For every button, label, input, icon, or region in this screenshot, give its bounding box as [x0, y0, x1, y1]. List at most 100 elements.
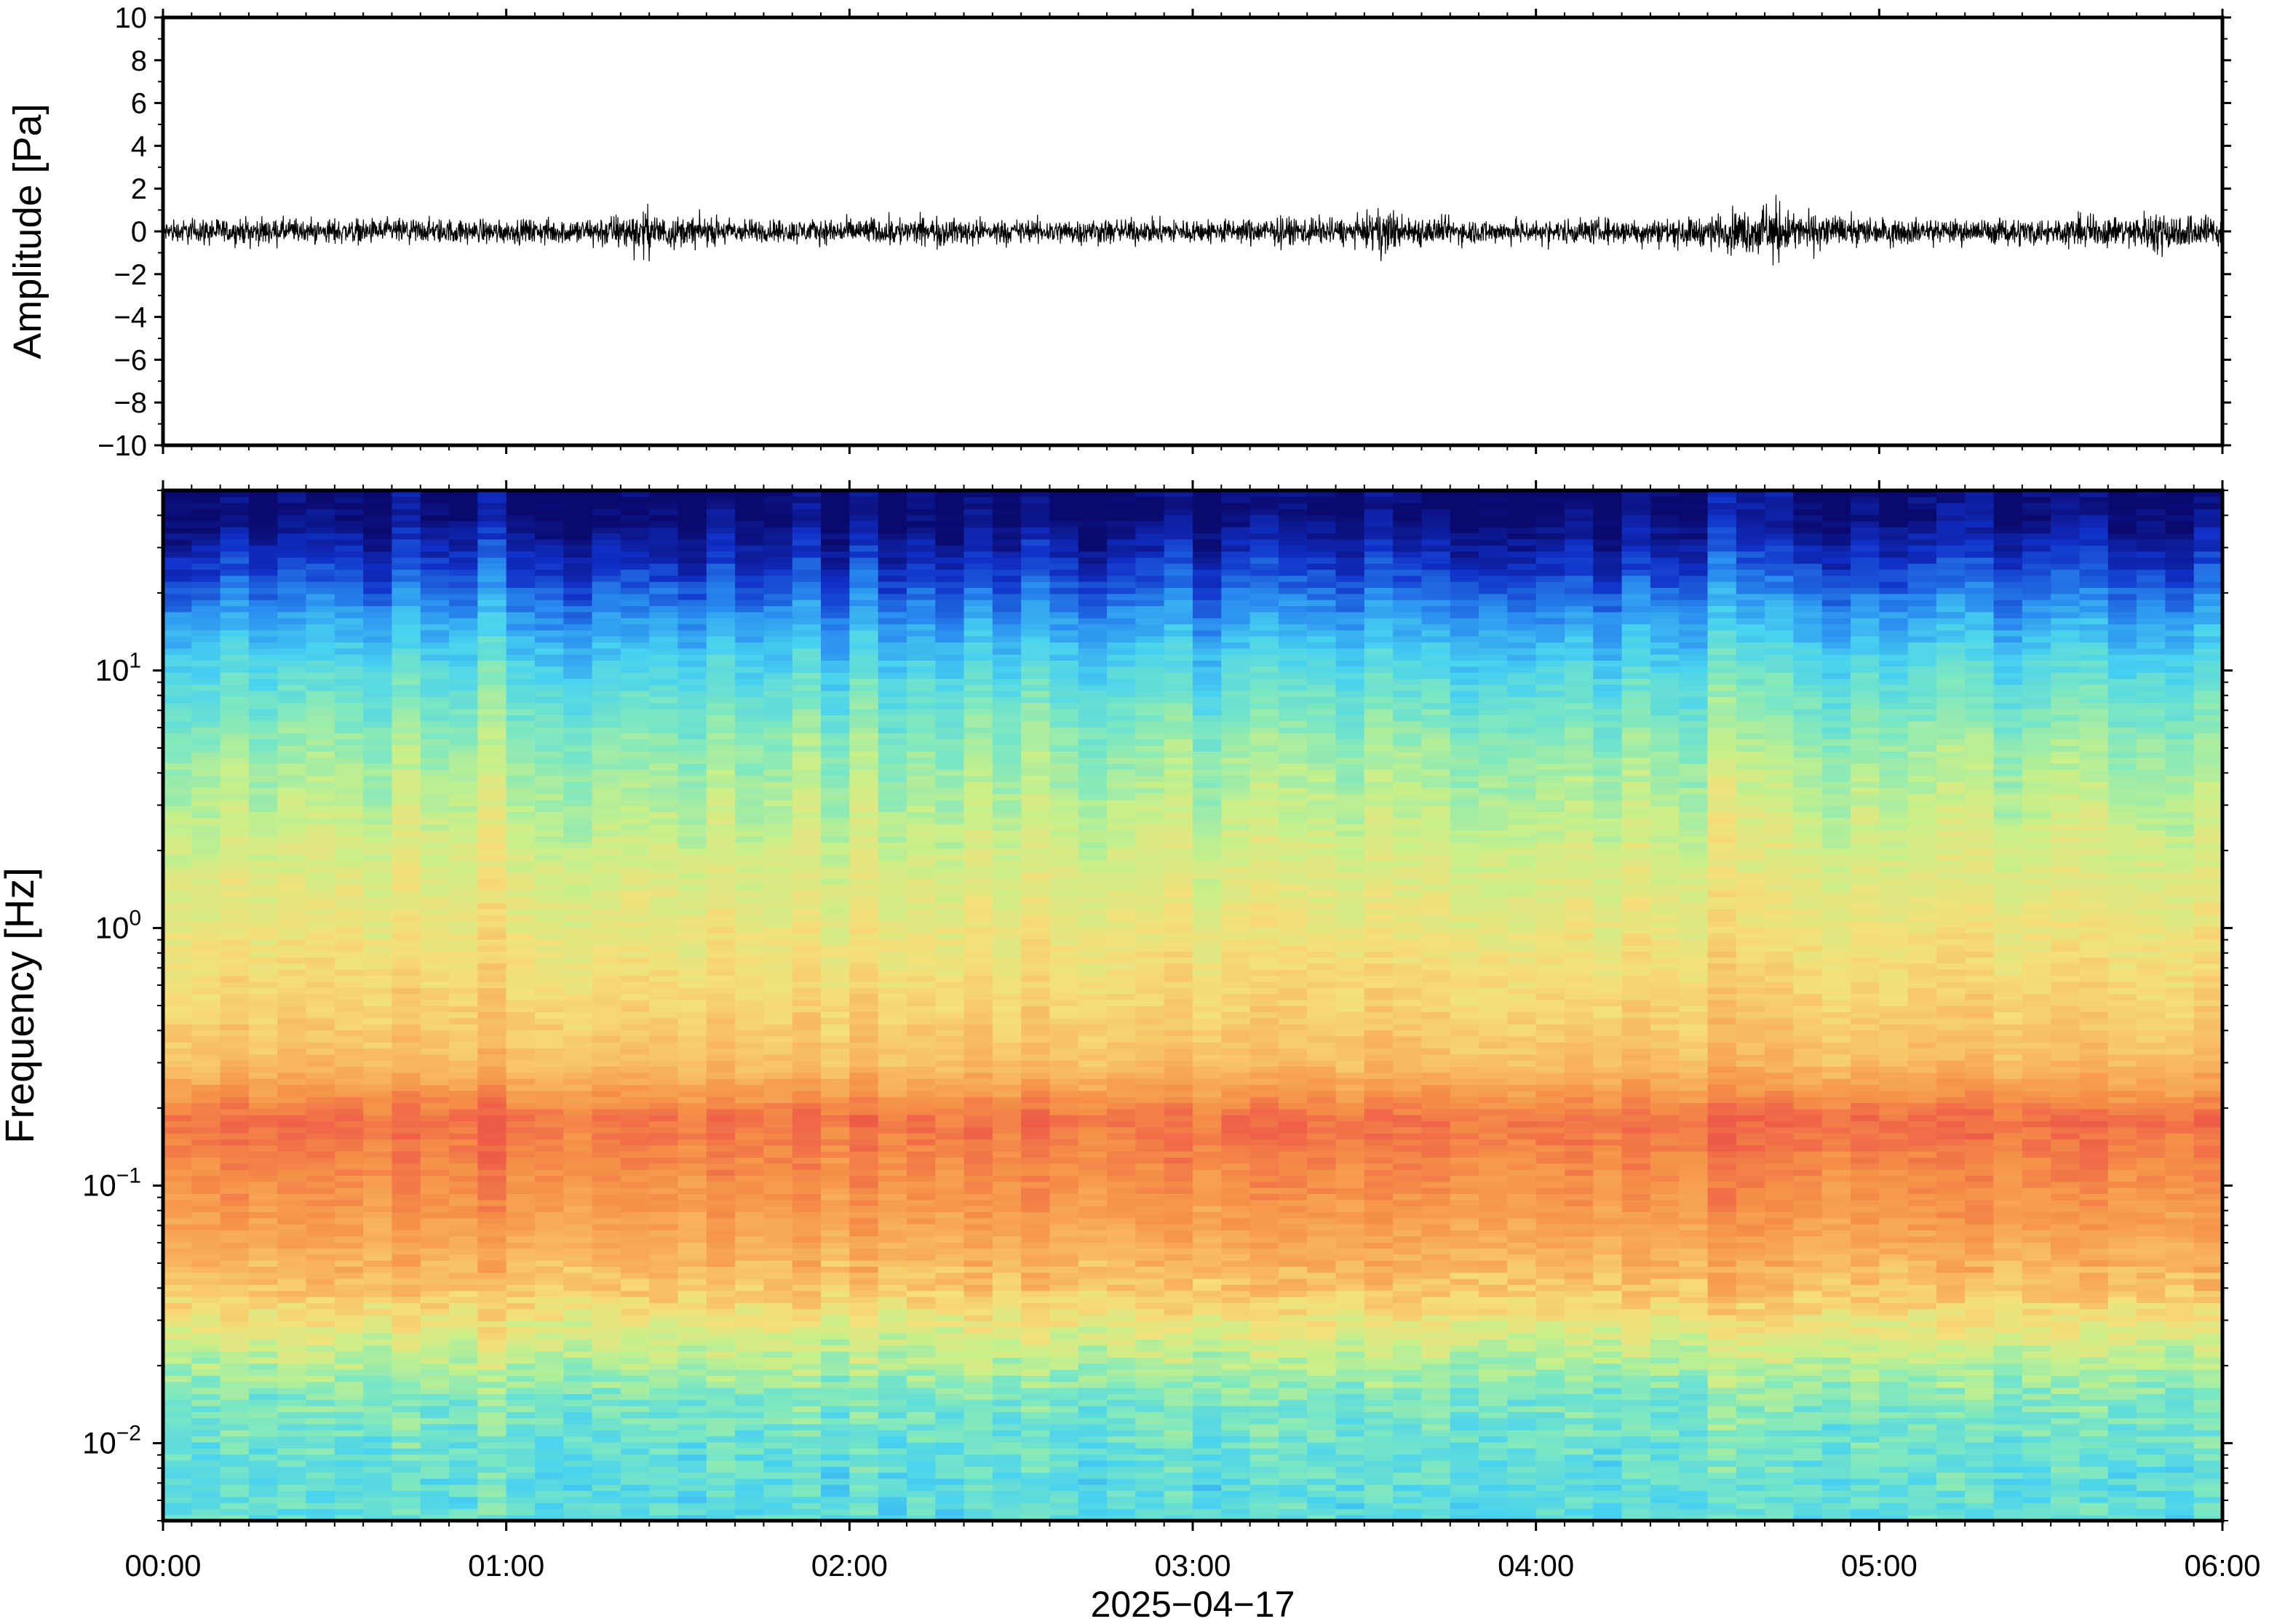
- spectrogram-cell: [563, 1490, 593, 1497]
- spectrogram-cell: [449, 1072, 479, 1079]
- spectrogram-cell: [534, 1175, 565, 1182]
- spectrogram-cell: [306, 1017, 335, 1024]
- spectrogram-cell: [277, 1199, 307, 1206]
- spectrogram-cell: [163, 775, 193, 782]
- spectrogram-cell: [477, 1454, 507, 1461]
- spectrogram-cell: [449, 1381, 479, 1388]
- spectrogram-cell: [563, 1114, 593, 1122]
- spectrogram-cell: [849, 1248, 879, 1255]
- spectrogram-cell: [706, 653, 736, 661]
- spectrogram-cell: [220, 1266, 250, 1273]
- spectrogram-cell: [935, 787, 965, 795]
- spectrogram-cell: [878, 1175, 907, 1182]
- spectrogram-cell: [706, 920, 736, 928]
- spectrogram-cell: [248, 933, 279, 940]
- spectrogram-cell: [821, 624, 851, 631]
- spectrogram-cell: [878, 1466, 907, 1473]
- spectrogram-cell: [248, 708, 279, 715]
- spectrogram-cell: [506, 1035, 536, 1043]
- spectrogram-cell: [677, 763, 707, 770]
- spectrogram-cell: [821, 1272, 851, 1279]
- spectrogram-cell: [477, 939, 507, 946]
- spectrogram-cell: [906, 1254, 937, 1261]
- spectrogram-cell: [449, 896, 479, 904]
- spectrogram-cell: [334, 975, 364, 982]
- spectrogram-cell: [420, 872, 450, 879]
- spectrogram-cell: [935, 944, 965, 952]
- spectrogram-cell: [191, 1054, 221, 1061]
- spectrogram-cell: [363, 1163, 393, 1170]
- spectrogram-cell: [334, 1448, 364, 1455]
- spectrogram-cell: [821, 533, 851, 540]
- spectrogram-cell: [649, 1248, 679, 1255]
- spectrogram-cell: [277, 829, 307, 837]
- spectrogram-cell: [906, 1314, 937, 1321]
- spectrogram-cell: [363, 1369, 393, 1376]
- waveform-trace: [163, 194, 2222, 266]
- spectrogram-cell: [248, 975, 279, 982]
- spectrogram-cell: [534, 902, 565, 909]
- spectrogram-cell: [220, 1441, 250, 1449]
- spectrogram-cell: [306, 520, 335, 528]
- spectrogram-cell: [306, 1023, 335, 1031]
- spectrogram-cell: [821, 999, 851, 1006]
- spectrogram-cell: [592, 1308, 621, 1315]
- spectrogram-cell: [649, 490, 679, 498]
- spectrogram-cell: [906, 538, 937, 546]
- spectrogram-cell: [534, 993, 565, 1000]
- spectrogram-cell: [849, 1048, 879, 1055]
- spectrogram-cell: [392, 1357, 421, 1364]
- spectrogram-cell: [592, 884, 621, 891]
- spectrogram-cell: [649, 526, 679, 534]
- spectrogram-cell: [592, 744, 621, 752]
- spectrogram-cell: [878, 1321, 907, 1328]
- spectrogram-cell: [763, 908, 793, 915]
- spectrogram-cell: [592, 1448, 621, 1455]
- spectrogram-cell: [420, 1205, 450, 1212]
- spectrogram-cell: [306, 708, 335, 715]
- spectrogram-cell: [763, 1259, 793, 1267]
- spectrogram-cell: [277, 1254, 307, 1261]
- spectrogram-cell: [477, 1363, 507, 1370]
- spectrogram-cell: [849, 1059, 879, 1067]
- spectrogram-cell: [363, 1145, 393, 1152]
- spectrogram-cell: [392, 957, 421, 964]
- spectrogram-cell: [306, 896, 335, 904]
- spectrogram-cell: [620, 1339, 650, 1346]
- spectrogram-cell: [477, 1126, 507, 1134]
- spectrogram-cell: [763, 569, 793, 576]
- spectrogram-cell: [277, 1441, 307, 1449]
- spectrogram-cell: [677, 999, 707, 1006]
- spectrogram-cell: [248, 817, 279, 824]
- spectrogram-cell: [220, 878, 250, 885]
- spectrogram-cell: [620, 1078, 650, 1086]
- spectrogram-cell: [735, 1490, 765, 1497]
- spectrogram-cell: [763, 1181, 793, 1188]
- spectrogram-cell: [592, 787, 621, 795]
- spectrogram-cell: [677, 562, 707, 570]
- spectrogram-cell: [220, 1108, 250, 1115]
- spectrogram-cell: [821, 562, 851, 570]
- spectrogram-cell: [563, 1502, 593, 1510]
- spectrogram-cell: [363, 781, 393, 788]
- spectrogram-cell: [449, 793, 479, 800]
- spectrogram-cell: [735, 805, 765, 813]
- spectrogram-cell: [906, 1066, 937, 1073]
- spectrogram-cell: [620, 642, 650, 649]
- spectrogram-cell: [792, 757, 822, 764]
- spectrogram-cell: [649, 653, 679, 661]
- spectrogram-cell: [191, 817, 221, 824]
- spectrogram-cell: [792, 951, 822, 958]
- spectrogram-cell: [277, 1387, 307, 1394]
- spectrogram-cell: [477, 1211, 507, 1219]
- spectrogram-cell: [477, 853, 507, 861]
- spectrogram-cell: [334, 575, 364, 582]
- spectrogram-cell: [420, 1169, 450, 1177]
- spectrogram-cell: [248, 1084, 279, 1091]
- spectrogram-cell: [248, 981, 279, 988]
- spectrogram-cell: [792, 1187, 822, 1195]
- spectrogram-cell: [792, 624, 822, 631]
- spectrogram-cell: [849, 611, 879, 618]
- spectrogram-cell: [849, 1241, 879, 1249]
- spectrogram-cell: [220, 1478, 250, 1485]
